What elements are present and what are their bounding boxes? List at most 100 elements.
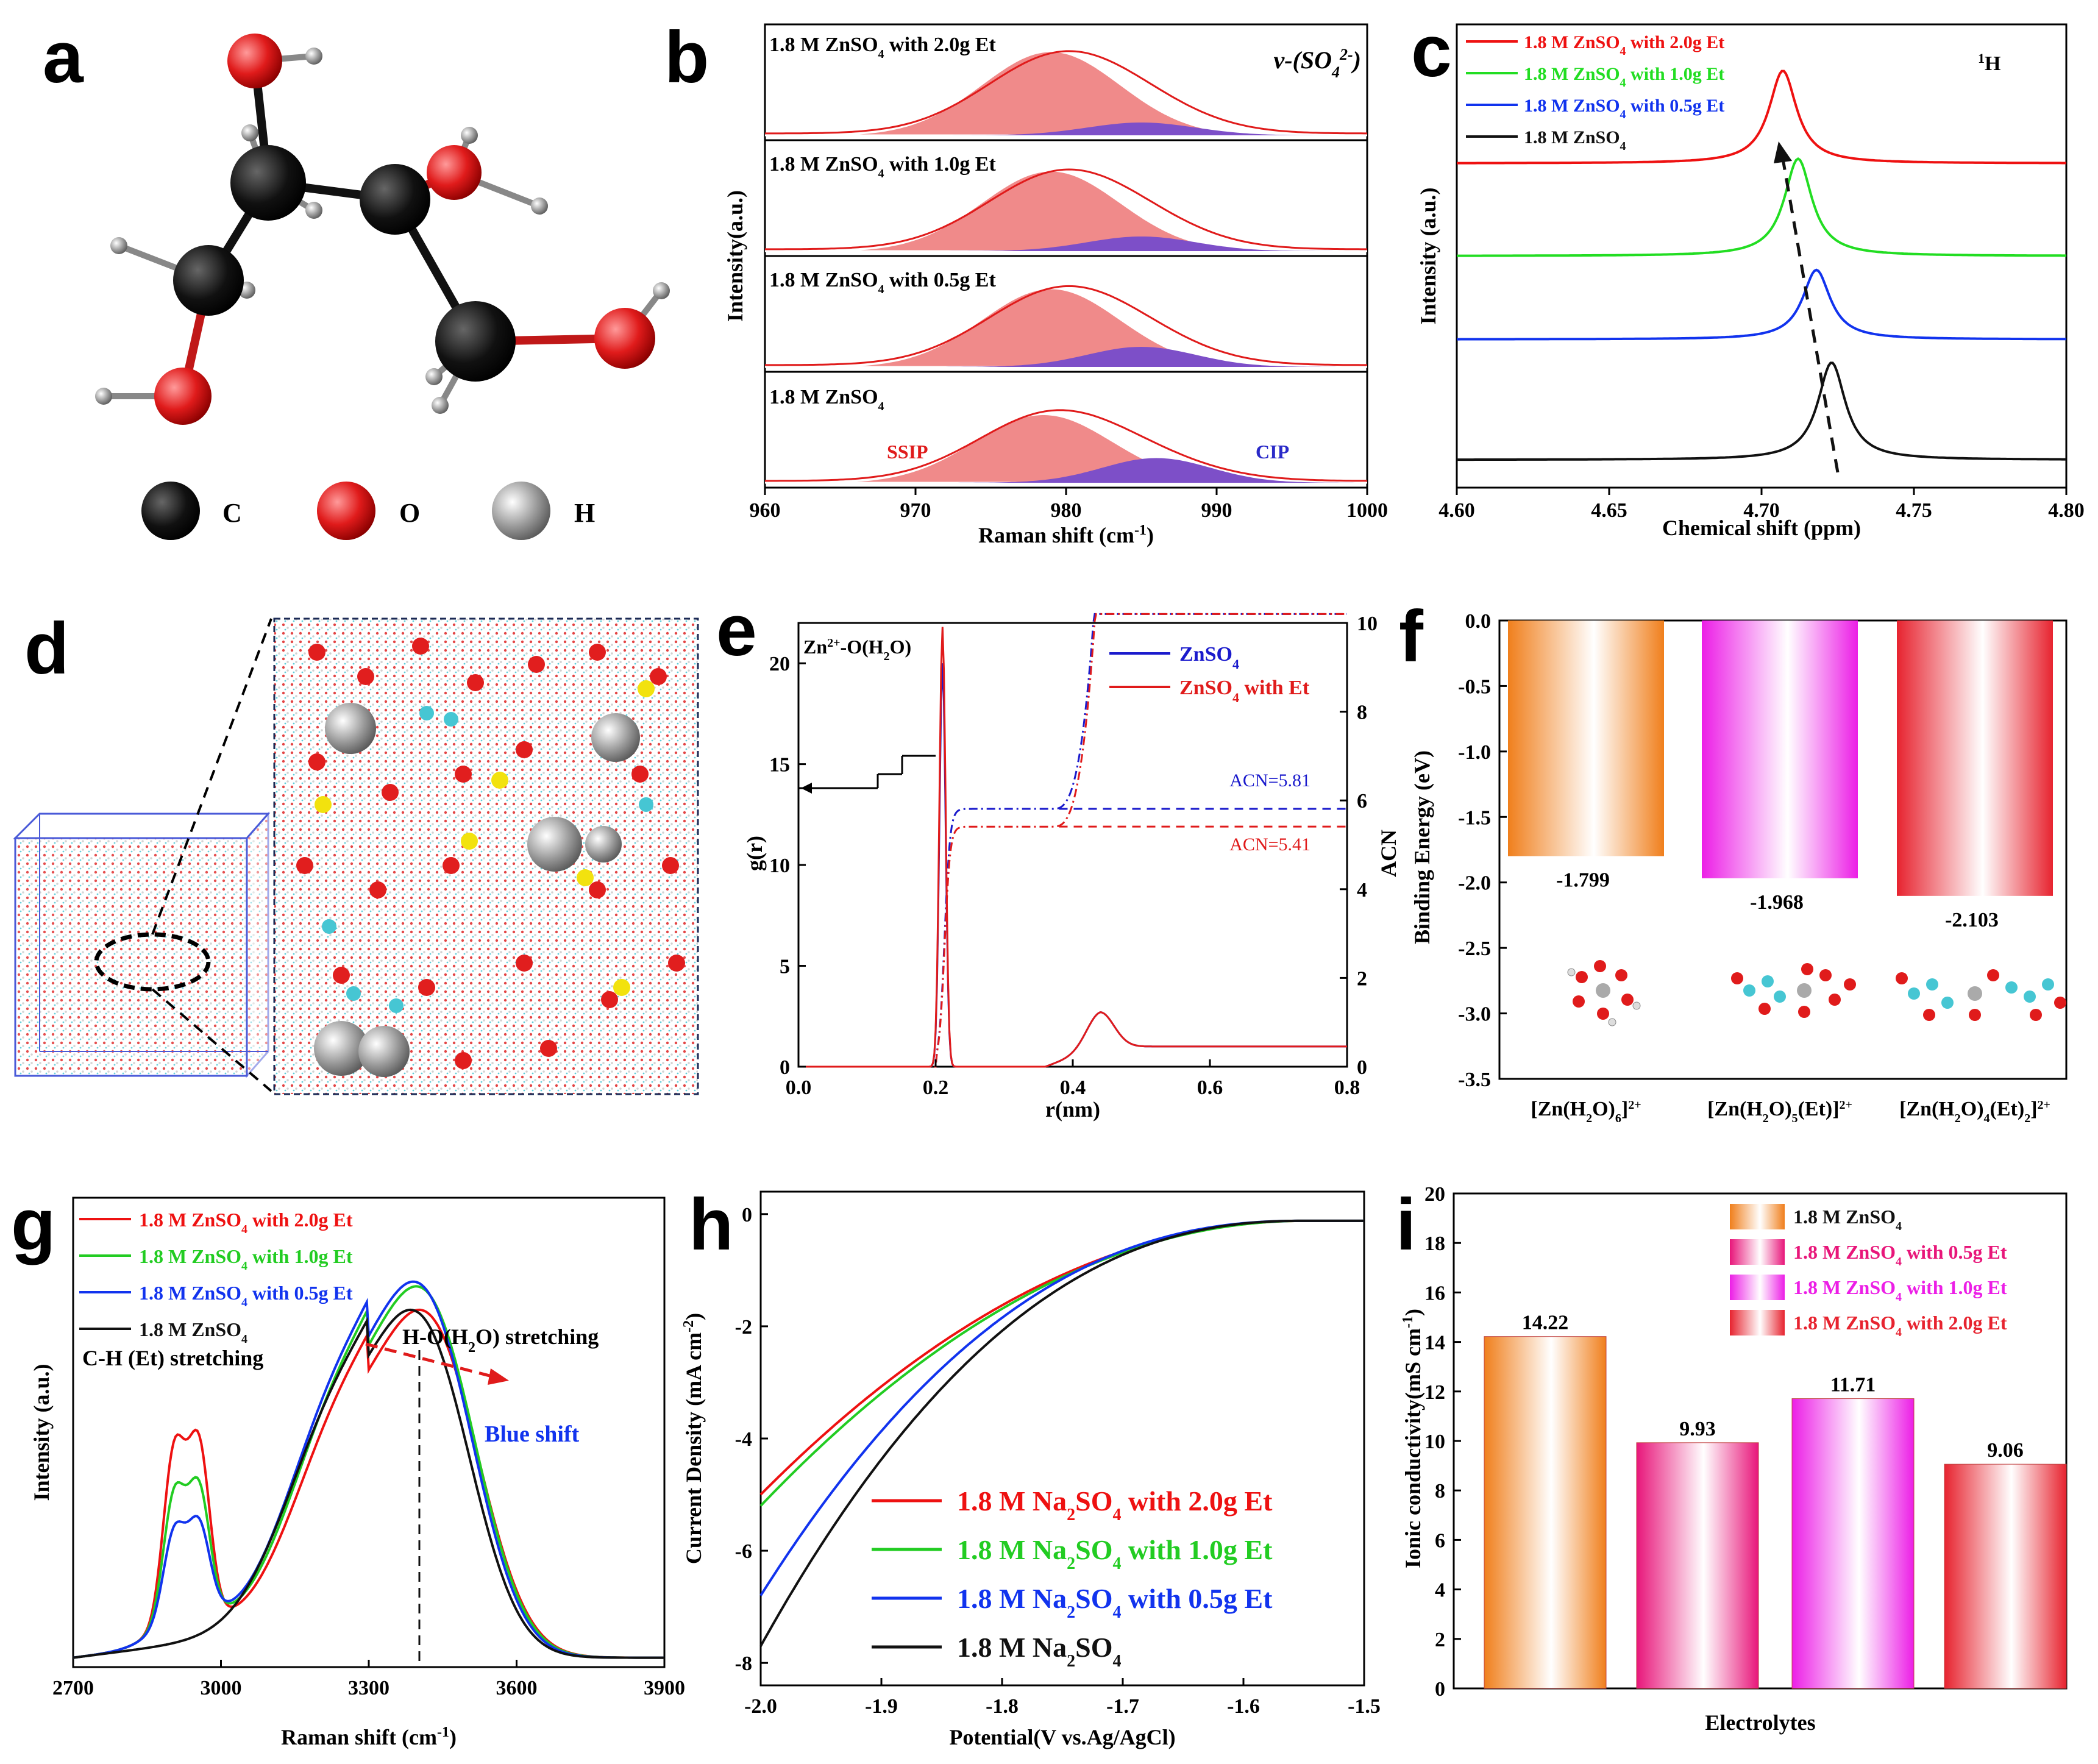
lsv-line-1 bbox=[759, 1219, 1364, 1507]
x-tick-label: 0.2 bbox=[923, 1076, 949, 1099]
legend-e-zinc-sulfate: ZnSO4 bbox=[1179, 643, 1239, 672]
x-tick-label: -2.0 bbox=[744, 1695, 777, 1718]
category-f-0: [Zn(H2O)6]2+ bbox=[1531, 1098, 1641, 1125]
ssip-area-2 bbox=[765, 287, 1367, 368]
legend-g: 1.8 M ZnSO4 with 2.0g Et 1.8 M ZnSO4 with… bbox=[79, 1209, 353, 1346]
md-zoom-inset bbox=[273, 617, 699, 1095]
annotation-cip: CIP bbox=[1256, 441, 1289, 463]
arrow-head-icon bbox=[488, 1368, 509, 1385]
legend-label-h-3: 1.8 M Na2SO4 bbox=[957, 1632, 1122, 1671]
category-labels-f: [Zn(H2O)6]2+ [Zn(H2O)5(Et)]2+ [Zn(H2O)4(… bbox=[1531, 1098, 2050, 1125]
series-label-b-3: 1.8 M ZnSO4 bbox=[769, 386, 884, 413]
category-f-1: [Zn(H2O)5(Et)]2+ bbox=[1707, 1098, 1852, 1125]
x-tick-label: 0.8 bbox=[1334, 1076, 1360, 1099]
rdf-line-0 bbox=[798, 663, 1347, 1068]
y2-tick-label: 0 bbox=[1357, 1056, 1367, 1079]
legend-e: ZnSO4 ZnSO4 with Et bbox=[1109, 643, 1310, 705]
y-tick-label: -0.5 bbox=[1458, 675, 1491, 698]
y-axis-label-g: Intensity (a.u.) bbox=[29, 1364, 54, 1501]
cip-area-1 bbox=[765, 237, 1367, 251]
legend-i: 1.8 M ZnSO4 1.8 M ZnSO4 with 0.5g Et 1.8 M… bbox=[1730, 1204, 2007, 1339]
legend-swatch-i-0 bbox=[1730, 1204, 1785, 1229]
x-tick-label: 3600 bbox=[496, 1677, 538, 1699]
x-tick-label: -1.5 bbox=[1348, 1695, 1381, 1718]
legend-label-g-3: 1.8 M ZnSO4 bbox=[139, 1318, 247, 1346]
value-label-i-1: 9.93 bbox=[1679, 1418, 1716, 1440]
legend-label-i-1: 1.8 M ZnSO4 with 0.5g Et bbox=[1793, 1241, 2007, 1268]
y-tick-label: 20 bbox=[769, 653, 790, 675]
shift-trend-arrow bbox=[1780, 155, 1840, 473]
annotation-blue-shift: Blue shift bbox=[485, 1421, 580, 1447]
x-tick-label: 990 bbox=[1201, 499, 1232, 522]
panel-h: h -2.0 -1.9 -1.8 -1.7 -1.6 -1.5 0 -2 -4 -6 -8 1.8 … bbox=[681, 1184, 1381, 1749]
legend-c: 1.8 M ZnSO4 with 2.0g Et 1.8 M ZnSO4 with… bbox=[1466, 32, 1724, 153]
y-axis-label-f: Binding Energy (eV) bbox=[1410, 750, 1434, 944]
annotation-acn-1: ACN=5.81 bbox=[1229, 770, 1310, 791]
y-tick-label: -2.5 bbox=[1458, 937, 1491, 960]
y-axis-label-e: g(r) bbox=[742, 836, 767, 871]
y-tick-label: 12 bbox=[1424, 1381, 1445, 1404]
legend-label-i-0: 1.8 M ZnSO4 bbox=[1793, 1206, 1902, 1233]
y-tick-label: -4 bbox=[735, 1428, 752, 1451]
chart-title-c: 1H bbox=[1978, 51, 2000, 76]
panel-i: i 14.22 9.93 11.71 9.06 0 2 4 6 8 10 12 14 16 18 20 1.… bbox=[1396, 1183, 2068, 1735]
raman-line-3 bbox=[73, 1308, 664, 1659]
y2-tick-label: 4 bbox=[1357, 879, 1367, 902]
y-tick-label: -2.0 bbox=[1458, 872, 1491, 895]
y-tick-label: 0 bbox=[780, 1056, 790, 1079]
series-label-b-0: 1.8 M ZnSO4 with 2.0g Et bbox=[769, 34, 996, 61]
legend-label-g-0: 1.8 M ZnSO4 with 2.0g Et bbox=[139, 1209, 353, 1236]
legend-swatch-i-3 bbox=[1730, 1310, 1785, 1335]
total-fit-line-0 bbox=[765, 50, 1367, 135]
panel-label-f: f bbox=[1399, 596, 1424, 677]
panel-c: c 1.8 M ZnSO4 with 2.0g Et1.8 M ZnSO4 wi… bbox=[1411, 10, 2085, 540]
x-tick-label: -1.7 bbox=[1106, 1695, 1139, 1718]
x-tick-label: 970 bbox=[900, 499, 931, 522]
panel-d: d bbox=[13, 608, 699, 1095]
legend-e-with-et: ZnSO4 with Et bbox=[1179, 677, 1310, 705]
legend-h: 1.8 M Na2SO4 with 2.0g Et 1.8 M Na2SO4 wi… bbox=[872, 1485, 1273, 1671]
glycerol-molecule bbox=[95, 34, 670, 425]
panel-a: a bbox=[43, 16, 670, 540]
x-axis-label-i: Electrolytes bbox=[1705, 1710, 1815, 1735]
carbon-atom-icon bbox=[141, 482, 200, 540]
y-tick-label: 0 bbox=[1435, 1678, 1445, 1701]
ssip-area-1 bbox=[765, 169, 1367, 252]
y-tick-label: 10 bbox=[1424, 1431, 1445, 1453]
y2-tick-label: 6 bbox=[1357, 790, 1367, 813]
legend-hydrogen: H bbox=[574, 498, 595, 528]
x-axis-ticks-c: 4.60 4.65 4.70 4.75 4.80 bbox=[1438, 488, 2085, 522]
y-tick-label: 15 bbox=[769, 754, 790, 777]
nmr-line-3 bbox=[1457, 361, 2066, 461]
y-tick-label: -3.0 bbox=[1458, 1003, 1491, 1026]
lsv-line-3 bbox=[759, 1219, 1364, 1647]
bar-i-1 bbox=[1636, 1442, 1759, 1689]
y-tick-label: 10 bbox=[769, 855, 790, 877]
x-tick-label: 960 bbox=[750, 499, 781, 522]
atom-legend: C O H bbox=[141, 482, 595, 540]
x-axis-label-c: Chemical shift (ppm) bbox=[1662, 516, 1861, 540]
legend-label-g-1: 1.8 M ZnSO4 with 1.0g Et bbox=[139, 1245, 353, 1273]
bar-f-2 bbox=[1897, 621, 2053, 896]
x-tick-label: 4.75 bbox=[1896, 499, 1932, 522]
conductivity-bars: 14.22 9.93 11.71 9.06 0 2 4 6 8 10 12 14 16 18 20 bbox=[1424, 1183, 2067, 1701]
y-axis-label-c: Intensity (a.u.) bbox=[1416, 187, 1440, 324]
value-label-i-0: 14.22 bbox=[1522, 1312, 1569, 1334]
x-tick-label: 4.60 bbox=[1438, 499, 1475, 522]
y-tick-label: -1.0 bbox=[1458, 741, 1491, 764]
legend-label-h-0: 1.8 M Na2SO4 with 2.0g Et bbox=[957, 1485, 1273, 1524]
legend-swatch-i-1 bbox=[1730, 1239, 1785, 1265]
cip-area-0 bbox=[765, 123, 1367, 135]
y-tick-label: 18 bbox=[1424, 1232, 1445, 1255]
legend-label-i-3: 1.8 M ZnSO4 with 2.0g Et bbox=[1793, 1312, 2007, 1339]
annotation-oh-stretch: H-O(H2O) stretching bbox=[402, 1325, 599, 1356]
x-axis-label-h: Potential(V vs.Ag/AgCl) bbox=[949, 1725, 1175, 1749]
bar-f-0 bbox=[1508, 621, 1664, 856]
bar-i-2 bbox=[1791, 1398, 1915, 1689]
y-tick-label: 20 bbox=[1424, 1183, 1445, 1206]
legend-label-h-1: 1.8 M Na2SO4 with 1.0g Et bbox=[957, 1534, 1273, 1573]
y-tick-label: 2 bbox=[1435, 1629, 1445, 1651]
x-axis-label-e: r(nm) bbox=[1045, 1097, 1100, 1122]
